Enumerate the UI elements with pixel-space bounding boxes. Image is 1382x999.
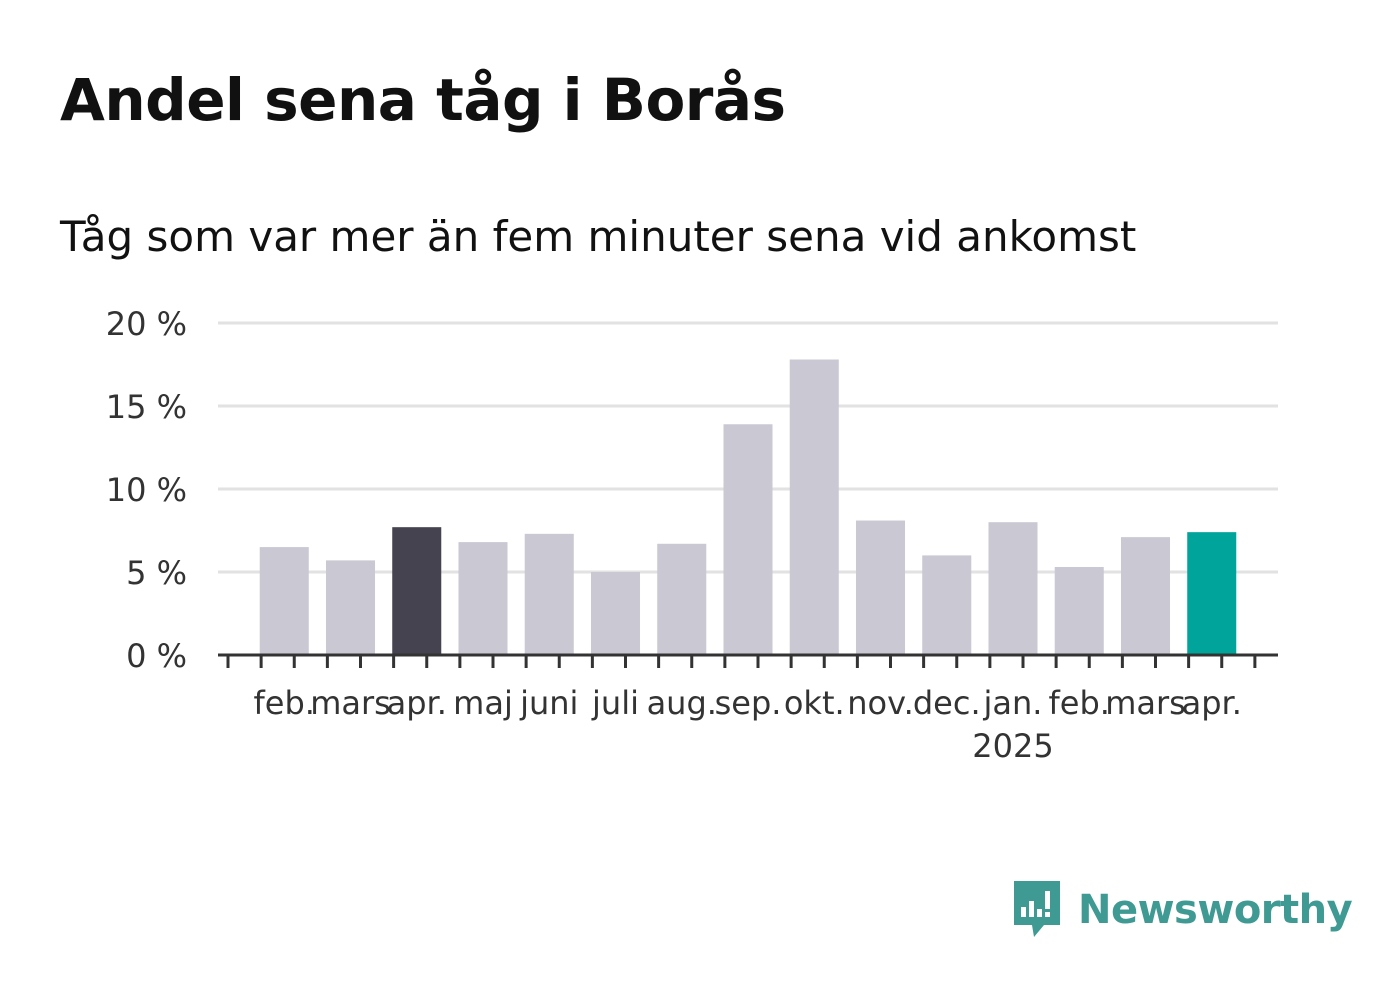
bar: [988, 522, 1038, 655]
x-tick-label: maj: [453, 684, 513, 722]
bar: [922, 555, 972, 655]
chart-title: Andel sena tåg i Borås: [60, 66, 786, 134]
bars-layer: [259, 359, 1237, 655]
x-tick-label: mars: [310, 684, 391, 722]
x-tick-label: dec.: [913, 684, 981, 722]
y-tick-label: 20 %: [106, 305, 187, 343]
x-tick-label: feb.: [254, 684, 315, 722]
brand-name: Newsworthy: [1078, 887, 1353, 933]
newsworthy-logo-icon: [1014, 881, 1060, 937]
y-tick-label: 15 %: [106, 388, 187, 426]
bar: [657, 543, 707, 655]
brand-logo: Newsworthy: [1010, 878, 1353, 942]
bar: [789, 359, 839, 655]
x-tick-label: apr.: [1182, 684, 1242, 722]
x-tick-label: okt.: [784, 684, 845, 722]
bar: [1054, 567, 1104, 655]
x-year-label: 2025: [972, 727, 1053, 765]
bar: [458, 542, 508, 655]
bar: [1187, 532, 1237, 655]
x-tick-label: mars: [1105, 684, 1186, 722]
chart-subtitle: Tåg som var mer än fem minuter sena vid …: [60, 212, 1137, 261]
bar: [524, 533, 574, 655]
x-tick-label: sep.: [715, 684, 782, 722]
bar: [392, 527, 442, 655]
bar: [325, 560, 376, 655]
x-tick-label: juli: [591, 684, 639, 722]
bar: [855, 520, 906, 655]
y-tick-label: 10 %: [106, 471, 187, 509]
bar: [1120, 537, 1171, 655]
x-tick-label: aug.: [647, 684, 717, 722]
x-tick-label: jan.: [983, 684, 1043, 722]
bar: [259, 547, 309, 655]
x-tick-label: nov.: [847, 684, 913, 722]
x-tick-label: feb.: [1049, 684, 1110, 722]
x-tick-label: juni: [519, 684, 578, 722]
x-tick-label: apr.: [387, 684, 447, 722]
bar: [590, 572, 641, 655]
y-tick-label: 0 %: [126, 637, 187, 675]
y-tick-label: 5 %: [126, 554, 187, 592]
bar: [723, 424, 773, 655]
